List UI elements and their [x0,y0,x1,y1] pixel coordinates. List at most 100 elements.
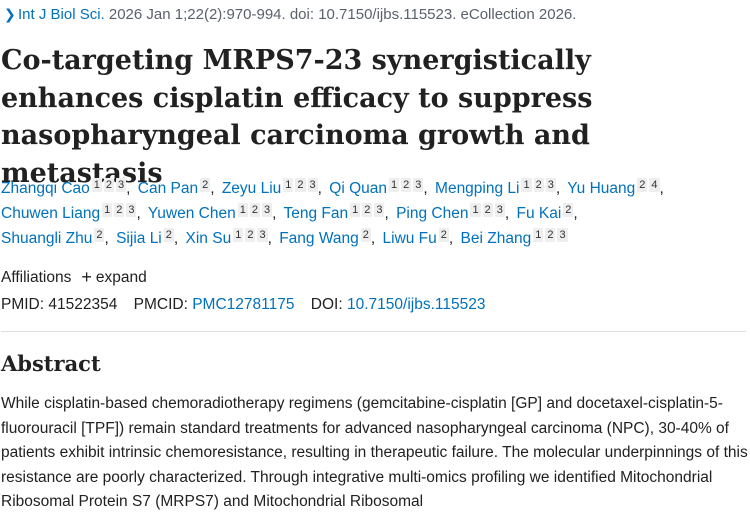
author-separator: , [448,230,454,247]
author-entry: Zeyu Liu 1 2 3, [221,178,325,197]
author-entry: Fu Kai 2, [516,203,580,222]
affiliation-number-badge[interactable]: 3 [545,178,556,192]
affiliation-number-badge[interactable]: 2 [103,178,115,192]
journal-link[interactable]: Int J Biol Sci. [18,6,105,23]
author-entry: Qi Quan 1 2 3, [329,178,430,197]
author-separator: , [573,205,578,222]
affiliation-number-badge[interactable]: 3 [257,228,268,242]
chevron-right-icon[interactable]: ❯ [4,6,16,22]
author-name-link[interactable]: Shuangli Zhu [1,230,93,247]
affiliation-number-badge[interactable]: 3 [261,203,273,217]
affiliation-number-badge[interactable]: 2 [563,203,574,217]
author-separator: , [210,180,215,197]
doi-link[interactable]: 10.7150/ijbs.115523 [346,296,486,313]
affiliation-number-badge[interactable]: 2 [362,203,373,217]
author-name-link[interactable]: Zeyu Liu [221,180,282,197]
doi-label: DOI: [310,296,343,313]
affiliation-number-badge[interactable]: 3 [307,178,318,192]
affiliation-number-badge[interactable]: 1 [533,228,544,242]
affiliations-row: Affiliations + expand [1,266,147,289]
affiliation-number-badge[interactable]: 1 [233,228,244,242]
author-line: Shuangli Zhu 2, Sijia Li 2, Xin Su 1 2 3, Fan… [1,226,746,251]
affiliation-number-badge[interactable]: 1 [521,178,532,192]
affiliation-number-badge[interactable]: 2 [200,178,211,192]
author-entry: Sijia Li 2, [116,228,181,247]
author-entry: Chuwen Liang 1 2 3, [1,203,144,222]
author-name-link[interactable]: Chuwen Liang [1,205,101,222]
affiliation-number-badge[interactable]: 2 [94,228,105,242]
affiliation-number-badge[interactable]: 1 [389,178,400,192]
author-name-link[interactable]: Zhangqi Cao [1,180,90,197]
author-separator: , [272,205,277,222]
affiliation-number-badge[interactable]: 4 [649,178,660,192]
affiliation-number-badge[interactable]: 3 [557,228,568,242]
affiliation-number-badge[interactable]: 3 [126,203,137,217]
author-name-link[interactable]: Liwu Fu [382,230,437,247]
affiliation-number-badge[interactable]: 1 [470,203,481,217]
author-entry: Mengping Li 1 2 3, [435,178,563,197]
section-divider [1,331,746,332]
author-separator: , [504,205,510,222]
affiliation-number-badge[interactable]: 2 [295,178,306,192]
affiliation-number-badge[interactable]: 1 [237,203,248,217]
author-name-link[interactable]: Fu Kai [516,205,562,222]
pmcid-label: PMCID: [133,296,188,313]
author-name-link[interactable]: Mengping Li [435,180,520,197]
affiliation-number-badge[interactable]: 1 [283,178,294,192]
author-name-link[interactable]: Bei Zhang [460,230,532,247]
affiliation-number-badge[interactable]: 3 [413,178,424,192]
abstract-heading: Abstract [1,351,101,376]
author-separator: , [173,230,179,247]
affiliation-number-badge[interactable]: 2 [163,228,174,242]
affiliation-number-badge[interactable]: 2 [401,178,412,192]
author-name-link[interactable]: Fang Wang [279,230,359,247]
author-name-link[interactable]: Yu Huang [567,180,636,197]
author-separator: , [267,230,272,247]
affiliation-number-badge[interactable]: 2 [114,203,125,217]
identifiers-row: PMID: 41522354 PMCID: PMC12781175 DOI: 1… [1,294,485,316]
affiliation-number-badge[interactable]: 2 [360,228,371,242]
affiliations-expand-button[interactable]: expand [95,269,147,286]
citation-line: ❯ Int J Biol Sci. 2026 Jan 1;22(2):970-99… [4,4,746,25]
author-name-link[interactable]: Qi Quan [329,180,388,197]
author-line: Zhangqi Cao 1 2 3, Can Pan 2, Zeyu Liu 1 2 3, Q… [1,176,746,201]
author-name-link[interactable]: Sijia Li [116,230,162,247]
affiliation-number-badge[interactable]: 2 [245,228,256,242]
author-entry: Shuangli Zhu 2, [1,228,112,247]
affiliation-number-badge[interactable]: 2 [438,228,449,242]
affiliation-number-badge[interactable]: 2 [533,178,544,192]
affiliations-label: Affiliations [1,269,72,286]
plus-icon[interactable]: + [81,267,92,287]
citation-details: 2026 Jan 1;22(2):970-994. doi: 10.7150/i… [104,6,577,23]
affiliation-number-badge[interactable]: 1 [91,178,102,192]
pmcid-link[interactable]: PMC12781175 [192,296,295,313]
author-entry: Ping Chen 1 2 3, [396,203,512,222]
author-entry: Can Pan 2, [137,178,218,197]
pmid-label: PMID: [1,296,45,313]
author-list: Zhangqi Cao 1 2 3, Can Pan 2, Zeyu Liu 1 2 3, Q… [1,176,746,251]
author-separator: , [423,180,428,197]
author-separator: , [126,180,131,197]
affiliation-number-badge[interactable]: 3 [374,203,385,217]
affiliation-number-badge[interactable]: 2 [249,203,260,217]
author-name-link[interactable]: Yuwen Chen [147,205,236,222]
affiliation-number-badge[interactable]: 2 [482,203,493,217]
author-entry: Yuwen Chen 1 2 3, [147,203,280,222]
affiliation-number-badge[interactable]: 1 [102,203,113,217]
author-name-link[interactable]: Can Pan [137,180,199,197]
author-entry: Fang Wang 2, [279,228,378,247]
abstract-text: While cisplatin-based chemoradiotherapy … [1,395,748,510]
affiliation-number-badge[interactable]: 3 [494,203,505,217]
author-entry: Teng Fan 1 2 3, [283,203,391,222]
affiliation-number-badge[interactable]: 3 [116,178,127,192]
author-name-link[interactable]: Ping Chen [396,205,469,222]
author-entry: Zhangqi Cao 1 2 3, [1,178,133,197]
affiliation-number-badge[interactable]: 2 [637,178,648,192]
author-name-link[interactable]: Xin Su [185,230,232,247]
author-separator: , [317,180,322,197]
author-name-link[interactable]: Teng Fan [283,205,349,222]
author-entry: Yu Huang 2 4, [567,178,667,197]
pmid-value: 41522354 [48,296,118,313]
affiliation-number-badge[interactable]: 2 [545,228,556,242]
affiliation-number-badge[interactable]: 1 [350,203,361,217]
